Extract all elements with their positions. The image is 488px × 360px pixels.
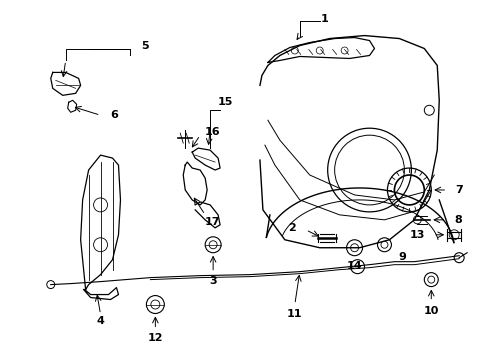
Text: 12: 12 xyxy=(147,333,163,343)
Text: 3: 3 xyxy=(209,276,217,285)
Text: 7: 7 xyxy=(454,185,462,195)
Text: 4: 4 xyxy=(97,316,104,327)
Text: 16: 16 xyxy=(205,127,220,137)
Text: 6: 6 xyxy=(110,110,118,120)
Text: 14: 14 xyxy=(346,261,362,271)
Text: 15: 15 xyxy=(218,97,233,107)
Text: 1: 1 xyxy=(320,14,328,24)
Text: 13: 13 xyxy=(409,230,425,240)
Text: 10: 10 xyxy=(423,306,438,316)
Text: 8: 8 xyxy=(453,215,461,225)
Text: 17: 17 xyxy=(205,217,220,227)
Text: 11: 11 xyxy=(286,310,302,319)
Text: 2: 2 xyxy=(287,223,295,233)
Text: 9: 9 xyxy=(398,252,406,262)
Text: 5: 5 xyxy=(142,41,149,50)
